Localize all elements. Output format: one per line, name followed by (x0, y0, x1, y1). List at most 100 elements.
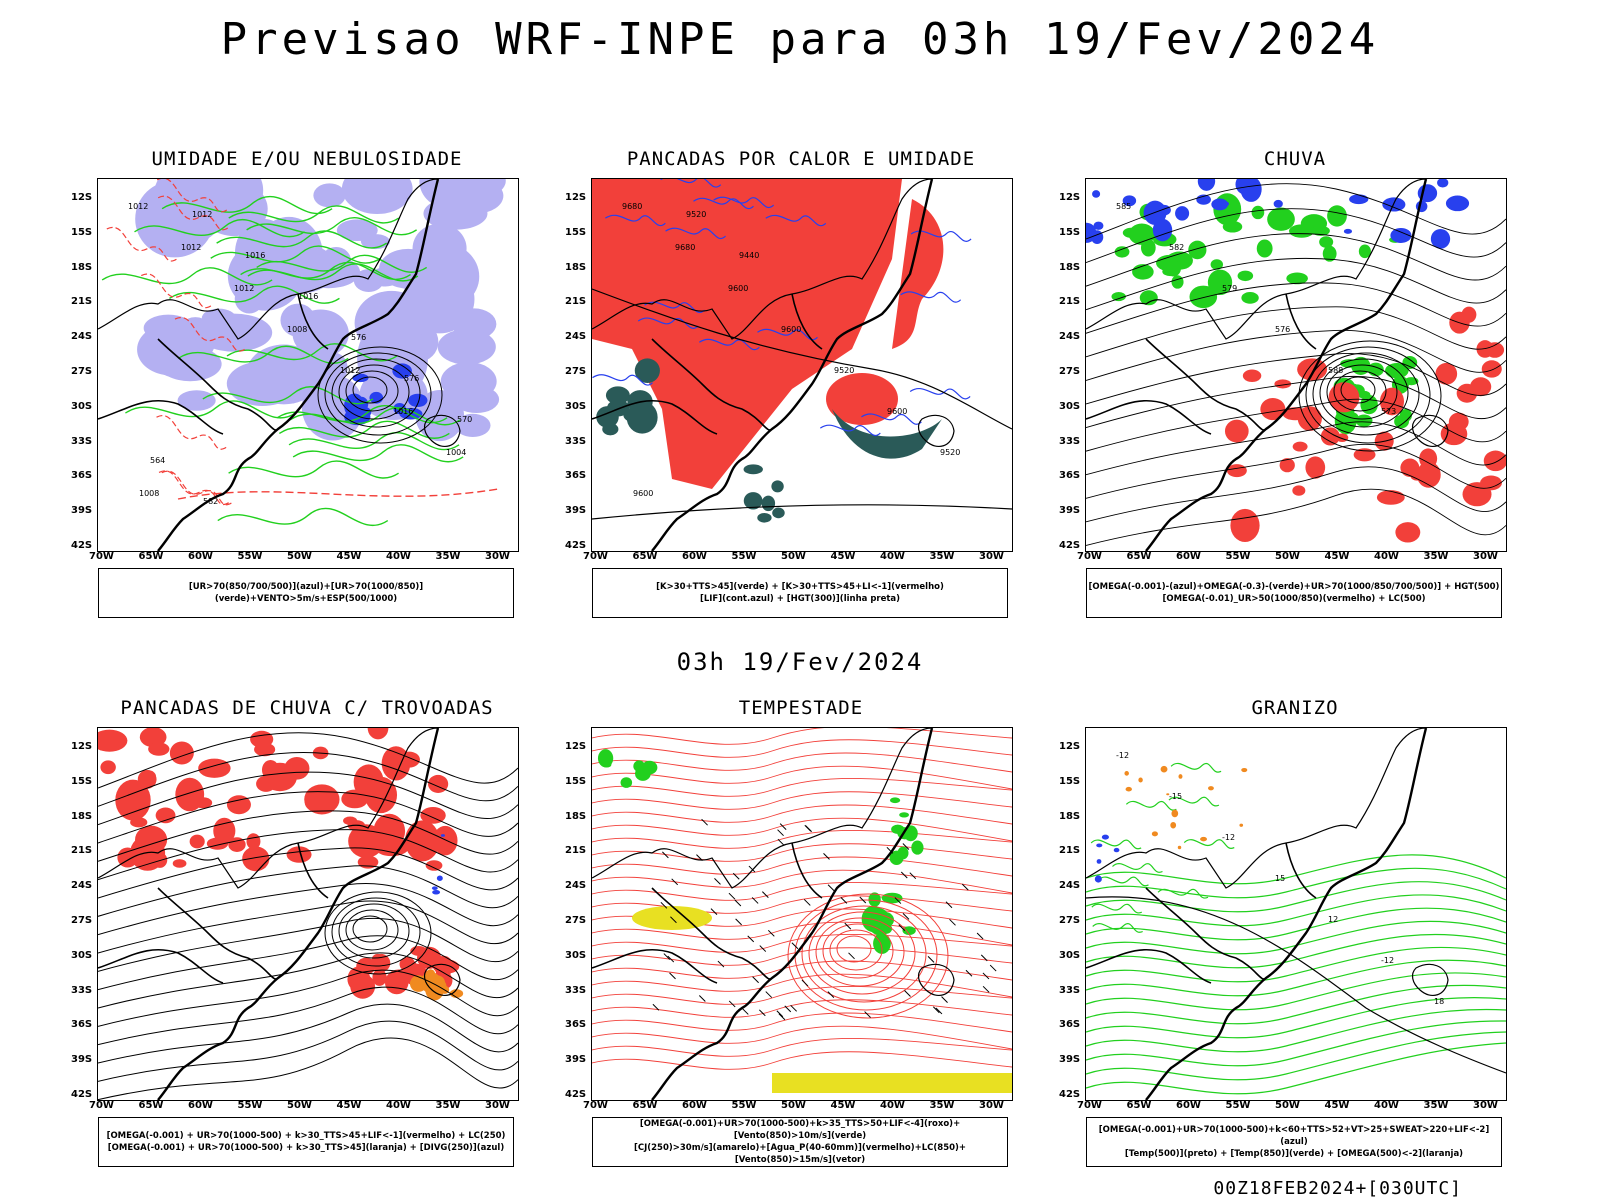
omega-green (1210, 259, 1224, 270)
tempestade-lat-label: 27S (565, 915, 587, 926)
chuva-lon-label: 45W (1324, 551, 1350, 562)
wind-vector (762, 891, 769, 898)
green-contour (276, 405, 448, 424)
granizo-map: -12 -15 -12 15 12 -12 18 (1085, 727, 1507, 1101)
pancadas-calor-island (917, 414, 955, 448)
omega500-orange (1125, 786, 1132, 792)
wind-vector (777, 829, 784, 837)
granizo-blue (1113, 847, 1120, 853)
green-contour (228, 460, 399, 479)
chuva-lat-label: 36S (1059, 470, 1081, 482)
trovoadas-lon-label: 45W (336, 1100, 362, 1111)
trovoadas-lon-label: 35W (435, 1100, 461, 1111)
granizo-lat-label: 39S (1059, 1054, 1081, 1066)
green-contour (278, 420, 450, 439)
lif-contour (910, 230, 972, 242)
omega-red (1376, 490, 1405, 505)
chuva-lat-label: 24S (1059, 331, 1081, 343)
omega500-orange (1171, 809, 1179, 818)
thunder-red (172, 859, 187, 868)
pancadas-calor-lat-label: 27S (565, 366, 587, 377)
tempestade-lon-label: 35W (929, 1100, 955, 1111)
wind-vector (728, 892, 736, 900)
tempestade-lat-label: 36S (565, 1019, 587, 1031)
omega-green (1286, 272, 1308, 285)
contour-label: 576 (404, 374, 419, 383)
lc850-cyclone-ring (829, 929, 883, 971)
chuva-lat-label: 33S (1059, 435, 1081, 447)
contour-label: 9600 (728, 284, 748, 293)
umidade-coastline (157, 179, 440, 551)
chuva-panel-title: CHUVA (1263, 148, 1327, 170)
pressure-cyclone-ring (338, 364, 410, 420)
trovoadas-lon-label: 65W (138, 1100, 164, 1111)
umidade-lon-label: 50W (287, 551, 312, 562)
temp850-contour (1086, 881, 1506, 913)
chuva-lon-label: 55W (1225, 551, 1251, 562)
contour-label: 9680 (622, 202, 642, 211)
tempestade-lat-label: 24S (565, 880, 587, 892)
lc850-cyclone-ring (808, 911, 916, 995)
chuva-island (1411, 414, 1449, 448)
divg-blue (431, 886, 438, 890)
omega-green (1256, 239, 1273, 258)
omega-red (1305, 456, 1326, 479)
wind850-area (620, 777, 633, 788)
chuva-streamline (1086, 398, 1506, 452)
umidade-lon-label: 35W (435, 551, 461, 562)
water-contour (592, 856, 1012, 877)
hgt500-cyclone-ring (1312, 352, 1420, 436)
contour-label: -12 (1222, 833, 1235, 842)
trovoadas-lat-label: 12S (71, 741, 93, 752)
water-contour (592, 999, 1012, 1018)
thunder-red (256, 775, 276, 792)
omega-red (1485, 342, 1505, 358)
trovoadas-lat-label: 36S (71, 1019, 93, 1031)
trovoadas-island (423, 963, 461, 997)
chuva-streamline (1086, 466, 1506, 523)
umidade-lon-label: 45W (336, 551, 362, 562)
omega-blue (1122, 195, 1137, 207)
omega-green (1139, 290, 1158, 306)
umidade-lat-label: 39S (71, 505, 93, 517)
pancadas-calor-legend-line: [LIF](cont.azul) + [HGT(300)](linha pret… (699, 594, 901, 604)
trovoadas-legend-line: [OMEGA(-0.001) + UR>70(1000-500) + k>30_… (106, 1131, 506, 1141)
water-contour (592, 882, 1012, 901)
chuva-lon-label: 60W (1176, 551, 1201, 562)
wind-vector (778, 1013, 786, 1021)
contour-label: 9600 (781, 325, 801, 334)
pancadas-calor-lon-label: 35W (929, 551, 955, 562)
omega500-orange (1177, 845, 1182, 850)
umidade-lat-label: 24S (71, 331, 93, 343)
chuva-map-canvas: 585 582 579 576 588 573 (1086, 179, 1506, 551)
granizo-island (1411, 963, 1449, 997)
wind-vector (735, 918, 742, 926)
tempestade-lon-label: 70W (583, 1100, 608, 1111)
humidity-area (135, 180, 215, 258)
omega-red (1292, 485, 1306, 496)
omega-red (1230, 508, 1260, 543)
temp850-contour (1098, 876, 1149, 887)
trovoadas-streamline (98, 771, 518, 826)
hgt500-cyclone-ring (1333, 370, 1387, 412)
umidade-lat-label: 18S (71, 261, 93, 273)
wind-vector (801, 979, 809, 987)
granizo-lat-label: 12S (1059, 741, 1081, 752)
thickness-contour (140, 273, 212, 309)
contour-label: 9600 (887, 407, 907, 416)
lif-contour (644, 301, 705, 313)
umidade-legend: [UR>70(850/700/500)](azul)+[UR>70(1000/8… (98, 568, 514, 618)
thickness-contour (156, 179, 228, 213)
trovoadas-streamline (98, 810, 518, 862)
trovoadas-panel-title: PANCADAS DE CHUVA C/ TROVOADAS (120, 697, 494, 719)
contour-label: 1016 (298, 292, 318, 301)
chuva-coastline (1145, 179, 1428, 551)
temp850-contour (1170, 762, 1222, 773)
trovoadas-lon-label: 55W (237, 1100, 263, 1111)
thunder-red (286, 846, 312, 863)
chuva-lat-label: 18S (1059, 261, 1081, 273)
contour-label: 1012 (128, 202, 148, 211)
thickness-contour (106, 226, 178, 262)
lif-contour (637, 317, 699, 329)
granizo-lon-label: 50W (1275, 1100, 1300, 1111)
